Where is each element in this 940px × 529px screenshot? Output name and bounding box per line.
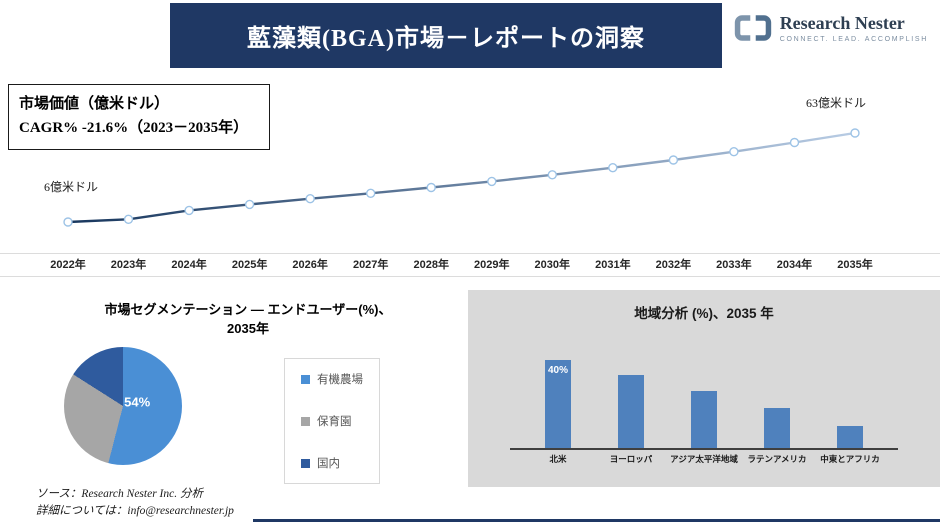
- pie-chart-title: 市場セグメンテーション — エンドユーザー(%)、 2035年: [28, 300, 468, 338]
- pie-title-line1: 市場セグメンテーション — エンドユーザー(%)、: [104, 302, 392, 317]
- data-point-marker: [63, 217, 73, 227]
- page-title-banner: 藍藻類(BGA)市場－レポートの洞察: [170, 3, 722, 68]
- segmentation-panel: 市場セグメンテーション — エンドユーザー(%)、 2035年 54% 有機農場…: [0, 290, 468, 487]
- line-end-value-label: 63億米ドル: [806, 96, 867, 110]
- bar-column: [595, 375, 668, 448]
- data-point-marker: [789, 137, 800, 148]
- regional-analysis-panel: 地域分析 (%)、2035 年 40% 北米 ヨーロッパ アジア太平洋地域 ラテンアメ…: [468, 290, 940, 487]
- legend-swatch: [301, 374, 310, 384]
- footer: ソース：Research Nester Inc. 分析 詳細については：info…: [36, 486, 234, 520]
- research-nester-logo-icon: [734, 15, 771, 41]
- line-start-value-label: 6億米ドル: [44, 180, 99, 194]
- year-label: 2026年: [292, 259, 328, 271]
- year-label: 2029年: [474, 259, 510, 271]
- year-label: 2031年: [595, 259, 631, 271]
- year-label: 2028年: [413, 259, 449, 271]
- bar-category-label: 中東とアフリカ: [820, 454, 880, 464]
- data-point-marker: [850, 128, 860, 138]
- legend-label: 有機農場: [317, 374, 363, 386]
- data-point-marker: [608, 162, 618, 173]
- legend-label: 保育園: [317, 416, 352, 428]
- bar-category-labels: 北米 ヨーロッパ アジア太平洋地域 ラテンアメリカ 中東とアフリカ: [510, 454, 898, 465]
- pie-legend: 有機農場 保育園 国内: [284, 358, 380, 484]
- bar-column: [814, 426, 887, 448]
- end-user-pie-chart: 54%: [64, 347, 182, 465]
- legend-swatch: [301, 458, 310, 468]
- year-label: 2023年: [110, 259, 147, 271]
- bar-category-label: ラテンアメリカ: [747, 454, 807, 464]
- cagr-label: CAGR% -21.6%（2023－2035年）: [19, 120, 249, 136]
- bar-column: [668, 390, 741, 448]
- regional-bar-chart: 40%: [510, 336, 898, 450]
- brand-text-block: Research Nester CONNECT. LEAD. ACCOMPLIS…: [780, 13, 928, 43]
- bar-3: [764, 408, 790, 448]
- data-point-marker: [487, 176, 497, 187]
- brand-tagline: CONNECT. LEAD. ACCOMPLISH: [779, 36, 928, 43]
- legend-swatch: [301, 416, 310, 426]
- year-label: 2025年: [231, 259, 268, 271]
- data-point-marker: [366, 188, 376, 199]
- bar-2: [691, 390, 717, 448]
- bar-category-label: ヨーロッパ: [609, 454, 653, 464]
- page-title: 藍藻類(BGA)市場－レポートの洞察: [247, 26, 645, 52]
- data-point-marker: [729, 146, 739, 157]
- data-point-marker: [668, 155, 679, 165]
- bar-category-label: 北米: [549, 454, 567, 464]
- bar-column: [741, 408, 814, 448]
- contact-note: 詳細については：info@researchnester.jp: [36, 505, 234, 517]
- data-point-marker: [123, 214, 134, 225]
- data-point-marker: [426, 182, 436, 193]
- market-value-box: 市場価値（億米ドル） CAGR% -21.6%（2023－2035年）: [8, 84, 270, 150]
- market-value-label: 市場価値（億米ドル）: [19, 96, 170, 112]
- bottom-divider: [253, 519, 940, 522]
- year-axis: 2022年 2023年 2024年 2025年 2026年 2027年 2028年 2029年…: [0, 253, 940, 277]
- source-note: ソース：Research Nester Inc. 分析: [36, 488, 203, 500]
- legend-label: 国内: [317, 458, 340, 470]
- data-point-marker: [244, 199, 255, 210]
- bar-column: 40%: [522, 360, 595, 448]
- bar-category-label: アジア太平洋地域: [670, 454, 738, 464]
- data-point-marker: [184, 205, 194, 216]
- year-label: 2027年: [352, 259, 389, 271]
- brand-logo: Research Nester CONNECT. LEAD. ACCOMPLIS…: [733, 13, 928, 43]
- data-point-marker: [547, 170, 557, 180]
- legend-item: 有機農場: [301, 371, 363, 387]
- year-label: 2035年: [837, 259, 873, 271]
- year-label: 2032年: [655, 259, 692, 271]
- year-label: 2024年: [171, 259, 207, 271]
- bar-chart-title: 地域分析 (%)、2035 年: [634, 306, 774, 321]
- year-label: 2034年: [776, 259, 813, 271]
- year-label: 2033年: [716, 259, 752, 271]
- legend-item: 国内: [301, 455, 363, 471]
- bar-1: [618, 375, 644, 448]
- trend-line: [67, 131, 856, 224]
- year-label: 2030年: [534, 259, 571, 271]
- brand-name: Research Nester: [779, 13, 905, 33]
- pie-title-line2: 2035年: [227, 321, 269, 336]
- bar-data-label: 40%: [547, 365, 569, 376]
- market-trend-line-chart: [63, 128, 860, 227]
- pie-slice-data-label: 54%: [124, 394, 151, 410]
- year-label: 2022年: [50, 259, 86, 271]
- bar-4: [837, 426, 863, 448]
- data-point-marker: [305, 193, 315, 204]
- legend-item: 保育園: [301, 413, 363, 429]
- bar-0: 40%: [545, 360, 571, 448]
